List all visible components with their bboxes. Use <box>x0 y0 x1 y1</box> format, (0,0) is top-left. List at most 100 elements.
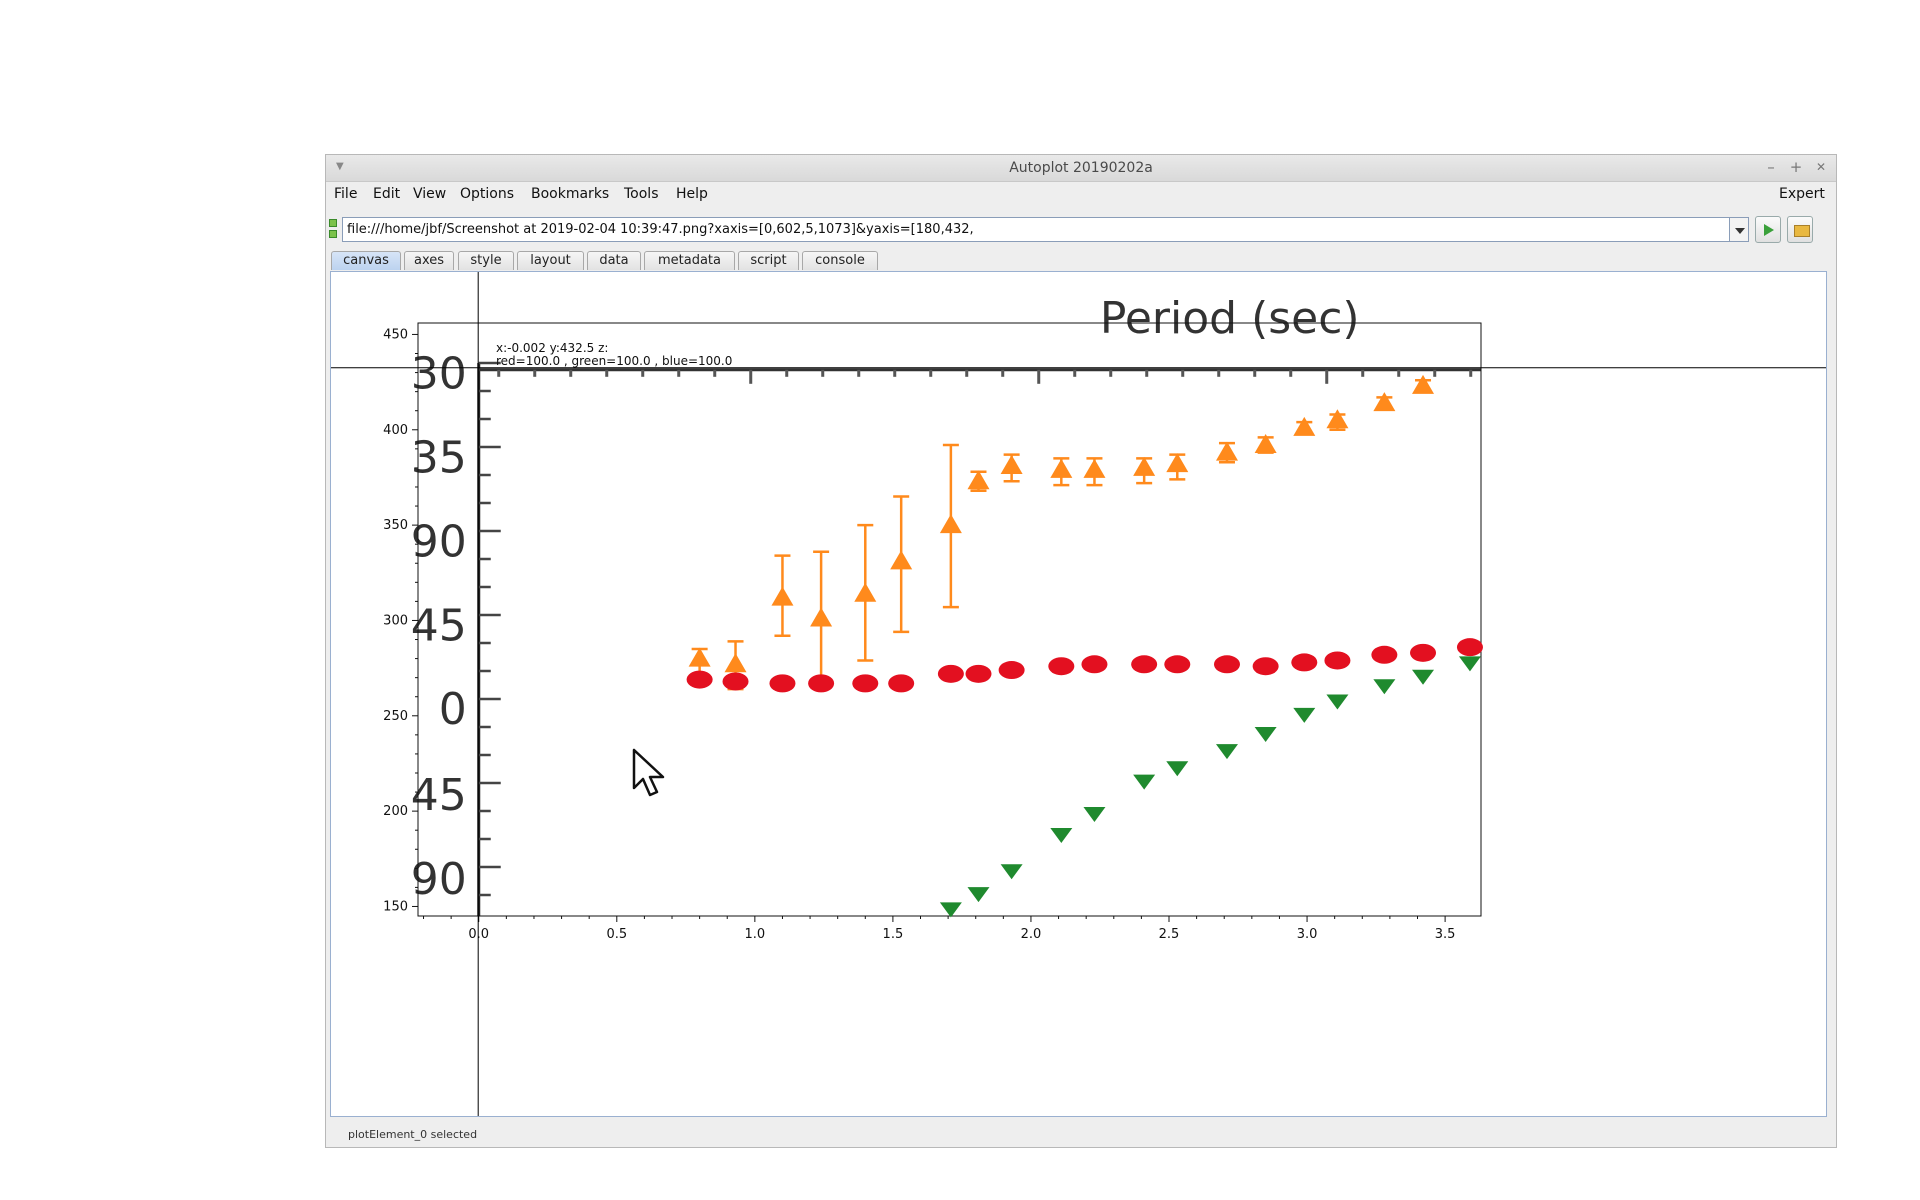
tab-script[interactable]: script <box>738 251 799 270</box>
data-point <box>722 672 749 691</box>
data-point <box>1050 828 1073 844</box>
data-point <box>1326 694 1349 710</box>
y-tick-label: 300 <box>383 613 408 628</box>
data-point <box>1133 774 1156 790</box>
y-tick-label: 250 <box>383 709 408 724</box>
menu-edit[interactable]: Edit <box>373 186 401 202</box>
menu-help[interactable]: Help <box>676 186 708 202</box>
data-point <box>810 607 833 627</box>
window-title: Autoplot 20190202a <box>1009 160 1153 176</box>
data-point <box>1166 453 1189 473</box>
plot-frame <box>417 322 1482 917</box>
status-text: plotElement_0 selected <box>348 1128 478 1141</box>
mouse-pointer-icon <box>632 748 665 797</box>
menu-tools[interactable]: Tools <box>624 186 659 202</box>
data-point <box>688 647 711 667</box>
background-image-layer: 30 35 90 45 0 45 90 Period (sec) <box>411 293 1481 916</box>
tab-style[interactable]: style <box>458 251 514 270</box>
title-bar: ▼ Autoplot 20190202a – + ✕ <box>326 155 1836 182</box>
data-point <box>1131 655 1158 674</box>
series-1 <box>686 638 1483 693</box>
x-tick-label: 3.0 <box>1297 927 1318 942</box>
x-tick-label: 3.5 <box>1435 927 1456 942</box>
coordinate-readout-line2: red=100.0 , green=100.0 , blue=100.0 <box>496 354 732 368</box>
plot-canvas[interactable]: 30 35 90 45 0 45 90 Period (sec) 150 200 250 300 35… <box>330 271 1827 1117</box>
data-point <box>1412 669 1435 685</box>
data-point <box>769 674 796 693</box>
maximize-button[interactable]: + <box>1789 158 1803 176</box>
tab-console[interactable]: console <box>802 251 878 270</box>
url-history-dropdown[interactable] <box>1729 217 1749 242</box>
data-layer <box>686 374 1483 918</box>
open-file-button[interactable] <box>1787 216 1813 243</box>
data-point <box>1213 655 1240 674</box>
data-point <box>1456 638 1483 657</box>
data-point <box>1164 655 1191 674</box>
data-point <box>1254 434 1277 454</box>
data-point <box>967 887 990 903</box>
tab-metadata[interactable]: metadata <box>644 251 735 270</box>
y-tick-label: 400 <box>383 423 408 438</box>
data-point <box>1083 458 1106 478</box>
data-point <box>939 514 962 534</box>
data-point <box>1371 645 1398 664</box>
data-point <box>939 902 962 918</box>
y-tick-label: 200 <box>383 804 408 819</box>
series-2 <box>939 656 1481 918</box>
data-point <box>1412 374 1435 394</box>
old-axis-label: 90 <box>411 516 467 567</box>
data-point <box>1081 655 1108 674</box>
data-point <box>1324 651 1351 670</box>
data-point <box>1215 744 1238 760</box>
data-point <box>1215 441 1238 461</box>
x-tick-label: 2.0 <box>1021 927 1042 942</box>
tab-layout[interactable]: layout <box>517 251 584 270</box>
menu-bookmarks[interactable]: Bookmarks <box>531 186 610 202</box>
close-button[interactable]: ✕ <box>1815 160 1827 174</box>
x-tick-label: 1.0 <box>745 927 766 942</box>
data-point <box>967 470 990 490</box>
minimize-button[interactable]: – <box>1767 158 1775 176</box>
data-point <box>1373 679 1396 695</box>
expert-mode-menu[interactable]: Expert <box>1779 186 1825 202</box>
status-bar: plotElement_0 selected <box>326 1123 1836 1147</box>
old-axis-label: 90 <box>411 854 467 905</box>
data-point <box>1000 455 1023 475</box>
data-point <box>1293 707 1316 723</box>
data-point <box>1050 458 1073 478</box>
data-point <box>1293 416 1316 436</box>
menu-options[interactable]: Options <box>460 186 515 202</box>
data-point <box>1252 657 1279 676</box>
data-point <box>1326 409 1349 429</box>
data-point <box>965 664 992 683</box>
y-tick-label: 350 <box>383 518 408 533</box>
url-row <box>326 215 1836 249</box>
data-point <box>937 664 964 683</box>
x-tick-label: 1.5 <box>883 927 904 942</box>
status-indicator-icon <box>329 219 337 239</box>
data-point <box>1373 392 1396 412</box>
tab-data[interactable]: data <box>587 251 641 270</box>
x-tick-label: 0.0 <box>468 927 489 942</box>
tab-canvas[interactable]: canvas <box>331 251 401 270</box>
data-point <box>1166 761 1189 777</box>
data-point <box>854 582 877 602</box>
y-tick-label: 150 <box>383 899 408 914</box>
menu-view[interactable]: View <box>413 186 447 202</box>
data-point <box>1083 807 1106 823</box>
tab-axes[interactable]: axes <box>404 251 454 270</box>
data-point <box>808 674 835 693</box>
window-menu-icon[interactable]: ▼ <box>336 161 344 172</box>
data-point <box>888 674 915 693</box>
old-axis-label: 45 <box>411 770 467 821</box>
data-point <box>724 653 747 673</box>
data-point <box>1410 643 1437 662</box>
data-source-url-input[interactable] <box>342 217 1730 242</box>
old-axis-label: 45 <box>411 600 467 651</box>
go-play-button[interactable] <box>1755 216 1781 243</box>
data-point <box>890 550 913 570</box>
data-point <box>1048 657 1075 676</box>
menu-file[interactable]: File <box>334 186 358 202</box>
